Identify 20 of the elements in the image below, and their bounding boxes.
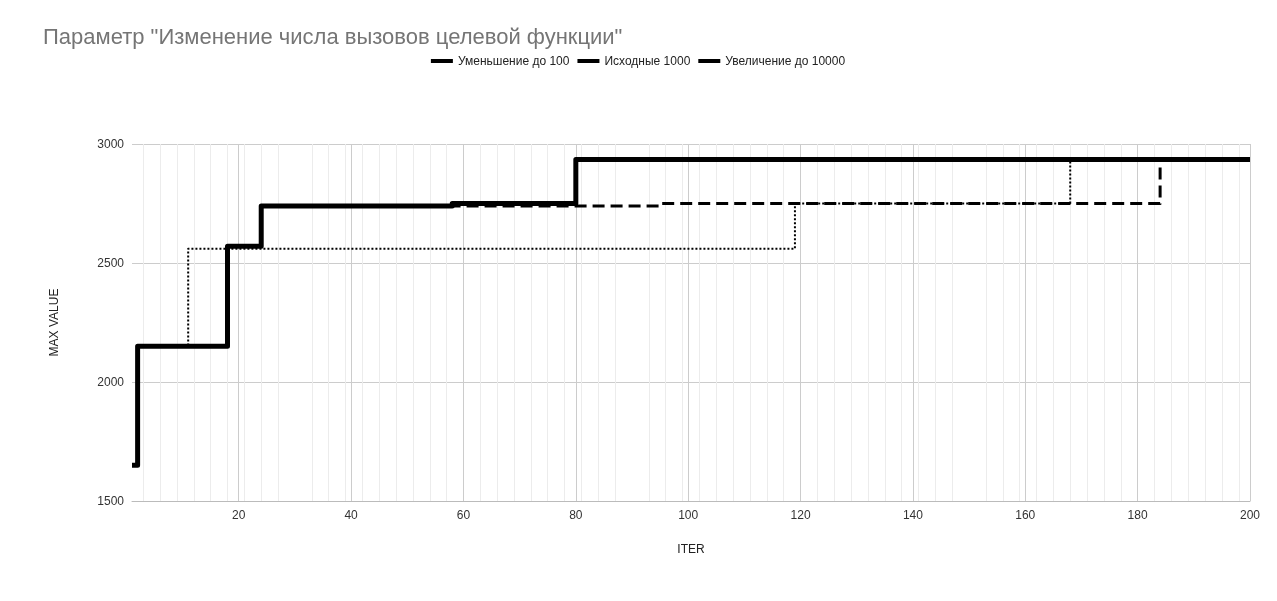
x-tick-label: 180 (1127, 508, 1148, 522)
x-tick-label: 140 (902, 508, 924, 522)
x-tick-label: 120 (790, 508, 811, 522)
legend-label: Исходные 1000 (604, 54, 691, 68)
x-tick-label: 200 (1239, 508, 1261, 522)
y-tick-label: 3000 (97, 137, 125, 151)
x-tick-label: 80 (569, 508, 583, 522)
y-tick-label: 2000 (97, 375, 125, 389)
y-axis-title: MAX VALUE (47, 288, 61, 357)
legend-label: Уменьшение до 100 (457, 54, 570, 68)
x-tick-label: 60 (456, 508, 471, 522)
legend-label: Увеличение до 10000 (725, 54, 846, 68)
x-tick-label: 100 (678, 508, 699, 522)
chart-title: Параметр "Изменение числа вызовов целевой функции" (43, 23, 623, 49)
x-axis-title: ITER (677, 542, 705, 556)
x-tick-label: 20 (232, 508, 246, 522)
x-tick-label: 40 (344, 508, 359, 522)
y-tick-label: 2500 (97, 256, 125, 270)
y-tick-label: 1500 (97, 494, 125, 508)
x-tick-label: 160 (1015, 508, 1036, 522)
